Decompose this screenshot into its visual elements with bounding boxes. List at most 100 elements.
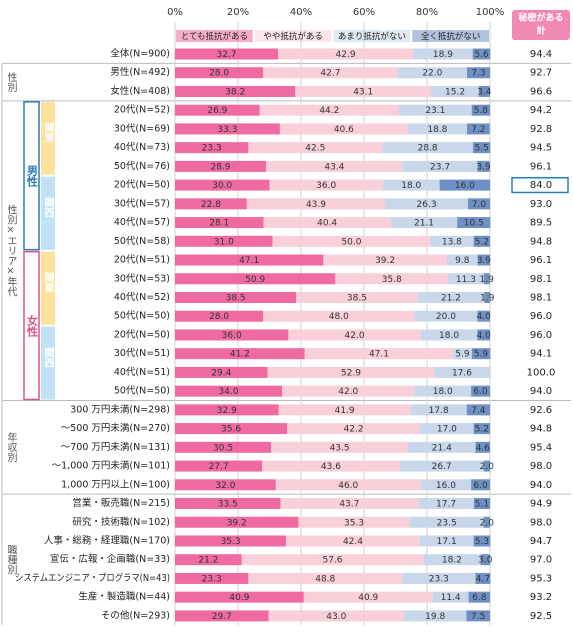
bar-segment (382, 179, 440, 191)
total-value: 92.6 (530, 405, 552, 416)
total-value: 100.0 (527, 367, 556, 378)
data-label: 5.3 (475, 537, 489, 547)
category-label: 50代(N=76) (114, 161, 170, 172)
data-label: 11.3 (456, 275, 476, 285)
category-label: 30代(N=51) (114, 348, 170, 359)
row-group-label: 性別 (5, 71, 17, 93)
data-label: 40.9 (229, 593, 249, 603)
bar-segment (262, 460, 400, 472)
data-label: 23.3 (202, 574, 222, 584)
data-label: 43.6 (321, 462, 341, 472)
data-label: 39.2 (227, 518, 247, 528)
bar-segment (473, 498, 490, 510)
total-value: 92.8 (530, 124, 552, 135)
data-label: 42.9 (336, 50, 356, 60)
bar-segment (279, 123, 408, 135)
data-label: 5.5 (474, 144, 488, 154)
data-label: 5.2 (475, 425, 489, 435)
bar-segment (304, 348, 454, 360)
data-label: 3.4 (477, 87, 492, 97)
bar-segment (175, 104, 260, 116)
data-label: 17.7 (436, 500, 456, 510)
category-label: 50代(N=50) (114, 311, 170, 322)
bar-segment (473, 235, 490, 247)
bar-segment (175, 67, 264, 79)
bar-segment (269, 179, 383, 191)
data-label: 17.1 (437, 537, 457, 547)
bar-segment (272, 235, 431, 247)
data-label: 7.0 (472, 200, 487, 210)
total-value: 95.4 (530, 442, 552, 453)
bar-segment (266, 160, 403, 172)
total-value: 94.5 (530, 143, 552, 154)
data-label: 52.9 (341, 368, 361, 378)
data-label: 23.3 (429, 574, 449, 584)
data-label: 35.3 (221, 537, 241, 547)
bar-segment (248, 142, 383, 154)
total-value: 96.6 (530, 86, 552, 97)
x-tick-label: 80% (416, 7, 438, 18)
bar-segment (175, 235, 273, 247)
total-value: 96.1 (530, 161, 552, 172)
legend-label: とても抵抗がある (181, 31, 248, 42)
bar-segment (408, 441, 476, 453)
bar-segment (175, 423, 288, 435)
data-label: 26.3 (417, 200, 437, 210)
bar-segment (417, 291, 485, 303)
bar-segment (175, 572, 249, 584)
bar-segment (263, 310, 415, 322)
bar-segment (484, 291, 491, 303)
bar-segment (471, 479, 490, 491)
area-box (41, 176, 55, 250)
data-label: 20.0 (436, 312, 456, 322)
gender-label: 女性 (26, 313, 39, 337)
bar-segment (418, 498, 474, 510)
total-value: 89.5 (530, 218, 552, 229)
bar-segment (431, 85, 479, 97)
data-label: 2.0 (480, 462, 495, 472)
bar-segment (175, 329, 289, 341)
legend-swatch (176, 30, 253, 42)
data-label: 5.8 (474, 106, 489, 116)
bar-segment (287, 423, 421, 435)
total-value: 94.8 (530, 424, 552, 435)
bar-segment (175, 591, 304, 603)
total-value: 94.1 (530, 349, 552, 360)
total-value: 94.7 (530, 536, 552, 547)
data-label: 6.8 (472, 593, 487, 603)
data-label: 48.8 (315, 574, 335, 584)
data-label: 50.9 (245, 275, 265, 285)
bar-segment (175, 254, 324, 266)
data-label: 19.8 (425, 612, 445, 622)
x-tick-label: 100% (476, 7, 505, 18)
total-value: 96.1 (530, 255, 552, 266)
bar-segment (175, 385, 283, 397)
bar-segment (471, 104, 490, 116)
data-label: 42.0 (338, 387, 358, 397)
data-label: 41.2 (230, 350, 250, 360)
bar-segment (475, 441, 490, 453)
category-label: 20代(N=51) (114, 255, 170, 266)
category-label: 50代(N=50) (114, 386, 170, 397)
category-label: 40代(N=51) (114, 367, 170, 378)
bar-segment (471, 385, 490, 397)
gender-box (23, 101, 40, 251)
bar-segment (175, 179, 270, 191)
data-label: 50.0 (341, 237, 361, 247)
data-label: 43.5 (330, 443, 350, 453)
data-label: 43.7 (339, 500, 359, 510)
bar-segment (483, 273, 490, 285)
bar-segment (472, 48, 491, 60)
data-label: 9.8 (455, 256, 470, 266)
data-label: 27.7 (209, 462, 229, 472)
data-label: 3.0 (478, 556, 493, 566)
bar-segment (399, 460, 484, 472)
bar-segment (430, 235, 474, 247)
bar-segment (282, 385, 415, 397)
total-value: 92.5 (530, 611, 552, 622)
bar-segment (288, 329, 421, 341)
area-label: 関東 (42, 272, 54, 293)
row-group-label: 性別×エリア×年代 (5, 203, 17, 297)
bar-segment (175, 217, 264, 229)
